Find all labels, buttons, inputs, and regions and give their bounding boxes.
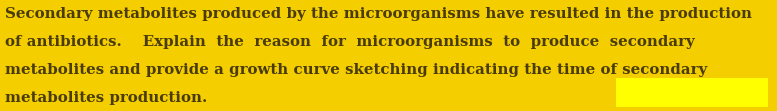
Text: metabolites production.: metabolites production. bbox=[5, 91, 207, 105]
Bar bbox=[616, 78, 768, 107]
Text: Secondary metabolites produced by the microorganisms have resulted in the produc: Secondary metabolites produced by the mi… bbox=[5, 7, 751, 21]
Text: metabolites and provide a growth curve sketching indicating the time of secondar: metabolites and provide a growth curve s… bbox=[5, 63, 707, 77]
Text: of antibiotics.    Explain  the  reason  for  microorganisms  to  produce  secon: of antibiotics. Explain the reason for m… bbox=[5, 35, 695, 49]
